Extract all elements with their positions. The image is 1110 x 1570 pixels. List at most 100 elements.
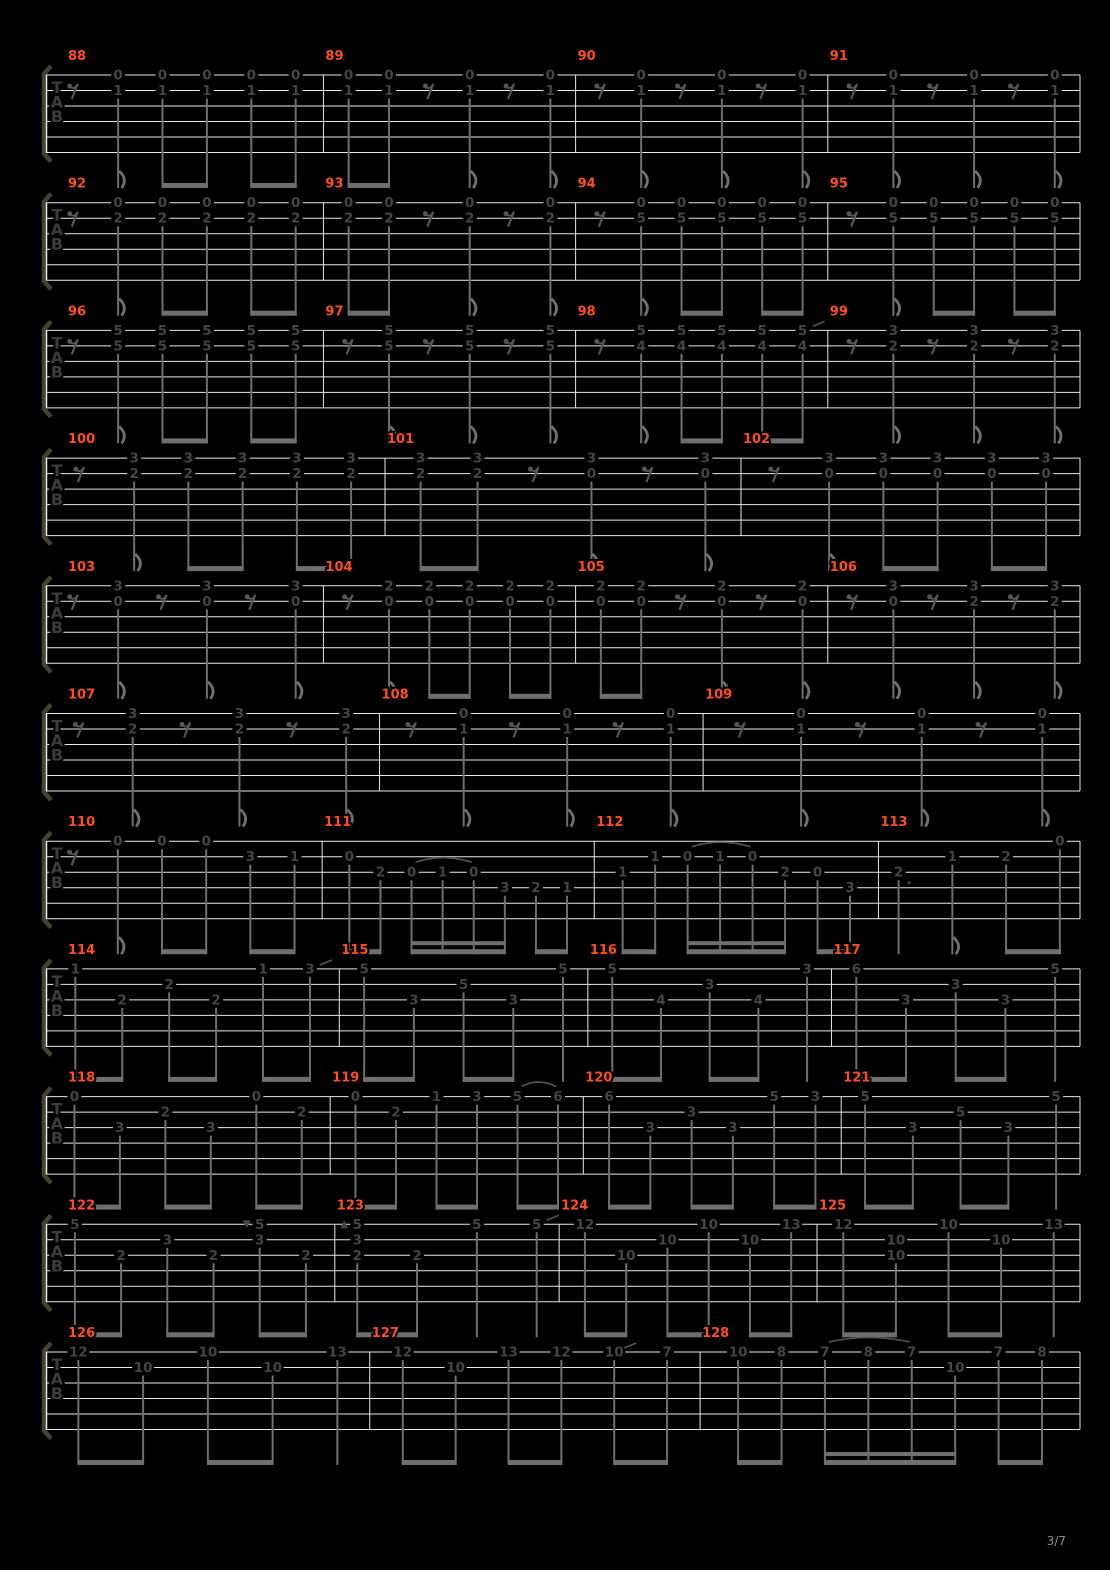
fret-number: 3 — [728, 1120, 737, 1136]
fret-number: 4 — [636, 338, 645, 354]
tab-clef-letter: A — [51, 1114, 64, 1133]
system-bracket — [41, 958, 53, 1057]
eighth-flag — [389, 425, 397, 445]
fret-number: 0 — [798, 195, 807, 211]
fret-number: 5 — [798, 323, 807, 339]
fret-number: 5 — [255, 1217, 264, 1233]
eighth-flag — [118, 297, 126, 317]
eighth-flag — [463, 808, 472, 828]
beam — [773, 1204, 817, 1210]
fret-number: 0 — [113, 594, 122, 610]
eighth-rest — [927, 338, 939, 355]
fret-number: 3 — [646, 1120, 655, 1136]
fret-number: 2 — [1050, 594, 1059, 610]
eighth-rest — [594, 338, 606, 355]
fret-number: 2 — [297, 1105, 306, 1121]
beam — [428, 693, 471, 699]
eighth-rest — [422, 338, 435, 355]
measure-127: 127 12 10 13 12 10 7 — [370, 1324, 675, 1465]
fret-number: 12 — [576, 1217, 595, 1233]
strum-up-arrow-icon — [340, 1220, 349, 1229]
fret-number: 10 — [198, 1345, 217, 1361]
tab-clef-letter: B — [51, 362, 63, 381]
measure-number: 117 — [833, 943, 860, 958]
eighth-flag — [921, 808, 930, 828]
fret-number: 2 — [969, 338, 978, 354]
measure-number: 98 — [578, 304, 596, 319]
fret-number: 0 — [683, 849, 692, 865]
fret-number: 1 — [291, 83, 300, 99]
fret-number: 1 — [969, 83, 978, 99]
eighth-flag — [239, 808, 248, 828]
beam — [295, 566, 353, 572]
beam — [356, 1332, 419, 1338]
fret-number: 12 — [552, 1345, 571, 1361]
fret-number: 2 — [346, 466, 355, 482]
fret-number: 5 — [677, 211, 686, 227]
fret-number: 0 — [291, 594, 300, 610]
fret-number: 3 — [416, 451, 425, 467]
fret-number: 1 — [562, 722, 571, 738]
beam — [680, 310, 723, 316]
eighth-rest — [768, 466, 780, 483]
measure-120: 120 6 3 3 3 5 3 — [583, 1069, 823, 1210]
fret-number: 0 — [351, 1089, 360, 1105]
fret-number: 1 — [636, 83, 645, 99]
fret-number: 3 — [409, 992, 418, 1008]
measure-number: 109 — [705, 688, 732, 703]
tab-clef-letter: B — [51, 490, 63, 509]
fret-number: 3 — [824, 451, 833, 467]
tab-clef-letter: B — [51, 107, 63, 126]
fret-number: 2 — [546, 211, 555, 227]
eighth-flag — [567, 808, 575, 828]
measure-number: 107 — [68, 688, 95, 703]
beam — [621, 949, 657, 955]
fret-number: 3 — [305, 961, 314, 977]
beam — [599, 693, 643, 699]
measure-121: 121 5 3 5 3 5 — [841, 1069, 1064, 1210]
eighth-flag — [117, 936, 126, 956]
fret-number: 3 — [845, 880, 854, 896]
fret-number: 0 — [344, 68, 353, 84]
beam — [419, 566, 479, 572]
fret-number: 0 — [546, 68, 555, 84]
measure-113: 113 2 1 2 0 — [878, 813, 1067, 956]
beam — [686, 949, 787, 955]
beam — [882, 566, 939, 572]
eighth-rest — [528, 466, 540, 483]
fret-number: 0 — [459, 706, 468, 722]
fret-number: 4 — [677, 338, 686, 354]
fret-number: 3 — [235, 706, 244, 722]
fret-number: 0 — [1050, 195, 1059, 211]
fret-number: 0 — [113, 68, 122, 84]
eighth-rest — [927, 594, 939, 611]
eighth-rest — [734, 722, 746, 738]
fret-number: 0 — [929, 195, 938, 211]
fret-number: 6 — [604, 1089, 613, 1105]
fret-number: 0 — [465, 68, 474, 84]
fret-number: 0 — [717, 195, 726, 211]
fret-number: 3 — [341, 706, 350, 722]
fret-number: 5 — [717, 211, 726, 227]
fret-number: 6 — [852, 961, 861, 977]
staff-system-8: TAB 114 1 2 2 2 1 3 115 5 3 5 3 5 116 5 4 3 4 3 117 6 3 3 3 5 — [41, 941, 1081, 1082]
system-bracket — [41, 192, 53, 291]
eighth-rest — [846, 594, 859, 611]
measure-number: 108 — [382, 688, 409, 703]
system-bracket — [41, 703, 53, 802]
fret-number: 2 — [1050, 338, 1059, 354]
fret-number: 4 — [717, 338, 726, 354]
fret-number: 3 — [879, 451, 888, 467]
fret-number: 1 — [459, 722, 468, 738]
beam — [816, 949, 852, 955]
eighth-rest — [422, 211, 435, 228]
fret-number: 2 — [291, 211, 300, 227]
measure-number: 97 — [325, 304, 343, 319]
tab-clef-letter: A — [51, 476, 64, 495]
measure-number: 113 — [880, 815, 907, 830]
fret-number: 8 — [1037, 1345, 1046, 1361]
beam — [507, 1460, 563, 1465]
fret-number: 2 — [780, 865, 789, 881]
